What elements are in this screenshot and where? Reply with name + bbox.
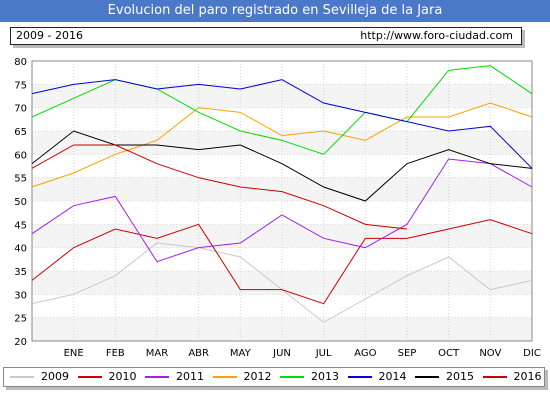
y-tick-label: 80 <box>14 57 27 68</box>
y-tick-label: 35 <box>14 267 27 278</box>
x-tick-label: SEP <box>398 348 417 359</box>
x-tick-label: AGO <box>354 348 376 359</box>
x-tick-label: ENE <box>64 348 84 359</box>
legend-swatch <box>347 376 372 378</box>
legend-label: 2010 <box>108 370 137 383</box>
y-tick-label: 55 <box>14 174 27 185</box>
series-line-2010 <box>31 219 533 305</box>
y-tick-label: 50 <box>14 197 27 208</box>
x-tick-label: NOV <box>479 348 501 359</box>
legend-swatch <box>482 376 507 378</box>
legend-swatch <box>212 376 237 378</box>
legend-swatch <box>77 376 102 378</box>
info-bar: 2009 - 2016 http://www.foro-ciudad.com <box>10 27 522 45</box>
legend-label: 2014 <box>378 370 407 383</box>
y-tick-label: 20 <box>14 337 27 348</box>
x-tick-label: ABR <box>188 348 209 359</box>
grid-band <box>32 271 532 295</box>
y-tick-label: 60 <box>14 150 27 161</box>
legend-swatch <box>415 376 439 378</box>
legend: 2009 2010 2011 2012 2013 2014 2015 2016 <box>3 367 545 387</box>
x-tick-label: MAR <box>146 348 168 359</box>
legend-swatch <box>145 376 169 378</box>
legend-label: 2013 <box>311 370 339 383</box>
source-url: http://www.foro-ciudad.com <box>360 29 513 42</box>
chart-title: Evolucion del paro registrado en Seville… <box>0 0 550 22</box>
legend-swatch <box>10 376 34 378</box>
legend-label: 2015 <box>446 370 474 383</box>
y-tick-label: 45 <box>14 220 27 231</box>
y-tick-label: 65 <box>14 127 27 138</box>
x-tick-label: OCT <box>438 348 460 359</box>
legend-label: 2012 <box>243 370 272 383</box>
series-line-2016 <box>31 144 408 230</box>
y-tick-label: 30 <box>14 290 27 301</box>
plot-area-border <box>31 60 533 342</box>
legend-swatch <box>280 376 304 378</box>
y-tick-label: 70 <box>14 104 27 115</box>
y-tick-label: 40 <box>14 244 27 255</box>
y-tick-label: 25 <box>14 314 27 325</box>
grid-band <box>32 177 532 201</box>
legend-label: 2016 <box>513 370 542 383</box>
series-line-2012 <box>31 102 533 188</box>
grid-band <box>32 84 532 108</box>
x-tick-label: JUL <box>315 348 332 359</box>
legend-label: 2009 <box>41 370 69 383</box>
legend-label: 2011 <box>176 370 204 383</box>
series-line-2011 <box>31 158 533 263</box>
x-tick-label: JUN <box>272 348 291 359</box>
grid-band <box>32 317 532 341</box>
series-line-2014 <box>31 79 533 169</box>
x-tick-label: FEB <box>106 348 125 359</box>
x-tick-label: DIC <box>523 348 541 359</box>
period-label: 2009 - 2016 <box>16 29 83 42</box>
y-tick-label: 75 <box>14 80 27 91</box>
x-tick-label: MAY <box>230 348 252 359</box>
